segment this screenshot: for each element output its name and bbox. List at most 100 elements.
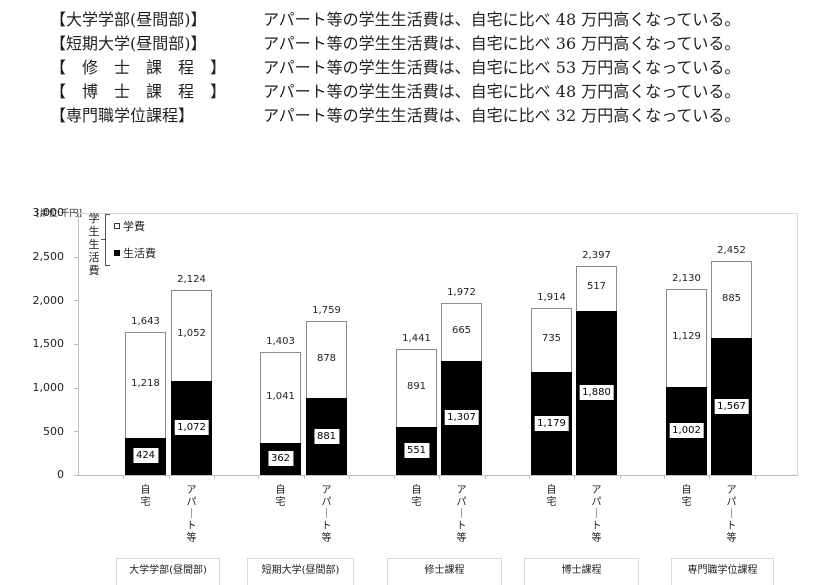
x-category-char: 宅 bbox=[546, 497, 557, 508]
bar-tuition-label: 665 bbox=[451, 324, 472, 336]
legend-item-living: 生活費 bbox=[114, 245, 156, 261]
bar-segment-tuition bbox=[396, 349, 437, 427]
x-category-label: 自宅 bbox=[546, 485, 558, 509]
y-tick-label: 1,500 bbox=[32, 337, 65, 350]
x-category-char: ト bbox=[456, 521, 467, 532]
x-tick bbox=[304, 475, 305, 479]
legend-group-title: 学 生 生 活 費 bbox=[88, 212, 100, 277]
x-category-char: ト bbox=[591, 521, 602, 532]
x-category-char: ｜ bbox=[186, 509, 197, 520]
y-tick bbox=[74, 475, 78, 476]
bar-tuition-label: 878 bbox=[316, 352, 337, 364]
x-category-char: ｜ bbox=[726, 509, 737, 520]
bar-segment-tuition bbox=[441, 302, 482, 361]
group-label-box: 修士課程 bbox=[387, 558, 502, 585]
summary-label: 【 博 士 課 程 】 bbox=[50, 82, 227, 101]
x-axis bbox=[78, 475, 798, 476]
x-category-char: ア bbox=[726, 485, 737, 496]
bar-tuition-label: 1,218 bbox=[131, 377, 160, 389]
x-category-label: アパ｜ト等 bbox=[726, 485, 738, 545]
bar-total-label: 1,643 bbox=[131, 315, 160, 327]
summary-label: 【短期大学(昼間部)】 bbox=[50, 34, 207, 53]
summary-text: アパート等の学生生活費は、自宅に比べ 53 万円高くなっている。 bbox=[263, 58, 741, 77]
bar-total-label: 1,914 bbox=[537, 291, 566, 303]
white-square-icon bbox=[114, 223, 120, 229]
y-tick-label: 3,000 bbox=[32, 206, 65, 219]
x-tick bbox=[349, 475, 350, 479]
y-tick-label: 1,000 bbox=[32, 381, 65, 394]
x-category-char: 等 bbox=[456, 533, 467, 544]
y-tick bbox=[74, 388, 78, 389]
bar-living-label: 424 bbox=[132, 448, 159, 464]
x-tick bbox=[529, 475, 530, 479]
x-category-char: ｜ bbox=[591, 509, 602, 520]
legend-title-char: 活 bbox=[88, 251, 100, 264]
black-square-icon bbox=[114, 250, 120, 256]
x-category-char: ア bbox=[186, 485, 197, 496]
legend-brace bbox=[105, 214, 110, 266]
x-tick bbox=[439, 475, 440, 479]
y-tick-label: 500 bbox=[43, 425, 64, 438]
bar-living-label: 362 bbox=[267, 451, 294, 467]
bar-living-label: 881 bbox=[313, 428, 340, 444]
x-category-label: 自宅 bbox=[411, 485, 423, 509]
bar-living-label: 1,567 bbox=[714, 398, 749, 414]
bar-total-label: 1,441 bbox=[402, 333, 431, 345]
x-category-char: 宅 bbox=[275, 497, 286, 508]
bar-living-label: 1,072 bbox=[174, 420, 209, 436]
summary-text: アパート等の学生生活費は、自宅に比べ 32 万円高くなっている。 bbox=[263, 106, 741, 125]
x-category-char: パ bbox=[321, 497, 332, 508]
bar-living-label: 551 bbox=[403, 442, 430, 458]
y-tick bbox=[74, 213, 78, 214]
unit-label: [単位:千円] bbox=[36, 209, 83, 219]
y-tick bbox=[74, 431, 78, 432]
legend-title-char: 学 bbox=[88, 212, 100, 225]
x-tick bbox=[664, 475, 665, 479]
bar-segment-tuition bbox=[125, 331, 166, 438]
x-category-char: ア bbox=[321, 485, 332, 496]
legend-title-char: 生 bbox=[88, 238, 100, 251]
x-category-char: パ bbox=[456, 497, 467, 508]
bar-tuition-label: 1,129 bbox=[672, 331, 701, 343]
bar-total-label: 1,972 bbox=[447, 286, 476, 298]
group-label-box: 博士課程 bbox=[524, 558, 639, 585]
x-category-char: パ bbox=[186, 497, 197, 508]
bar-segment-tuition bbox=[711, 260, 752, 339]
bar-segment-tuition bbox=[306, 321, 347, 399]
legend-brace-point bbox=[101, 239, 105, 240]
y-tick-label: 2,500 bbox=[32, 250, 65, 263]
x-category-label: 自宅 bbox=[275, 485, 287, 509]
bar-tuition-label: 735 bbox=[541, 332, 562, 344]
x-category-char: ｜ bbox=[456, 509, 467, 520]
x-category-label: アパ｜ト等 bbox=[456, 485, 468, 545]
x-category-char: ア bbox=[456, 485, 467, 496]
x-category-char: ト bbox=[726, 521, 737, 532]
x-tick bbox=[755, 475, 756, 479]
x-category-char: ア bbox=[591, 485, 602, 496]
bar-living-label: 1,002 bbox=[669, 423, 704, 439]
x-category-char: ト bbox=[321, 521, 332, 532]
bar-tuition-label: 885 bbox=[721, 292, 742, 304]
x-tick bbox=[169, 475, 170, 479]
x-category-char: 宅 bbox=[411, 497, 422, 508]
bar-total-label: 2,397 bbox=[582, 249, 611, 261]
summary-label: 【専門職学位課程】 bbox=[50, 106, 195, 125]
bar-tuition-label: 891 bbox=[406, 380, 427, 392]
x-category-char: 等 bbox=[186, 533, 197, 544]
group-label-box: 短期大学(昼間部) bbox=[247, 558, 354, 585]
plot-area bbox=[78, 213, 798, 475]
y-tick bbox=[74, 300, 78, 301]
bar-segment-tuition bbox=[531, 307, 572, 373]
x-category-char: 宅 bbox=[681, 497, 692, 508]
summary-text: アパート等の学生生活費は、自宅に比べ 48 万円高くなっている。 bbox=[263, 10, 741, 29]
x-tick bbox=[123, 475, 124, 479]
summary-text: アパート等の学生生活費は、自宅に比べ 48 万円高くなっている。 bbox=[263, 82, 741, 101]
x-tick bbox=[214, 475, 215, 479]
x-category-label: 自宅 bbox=[681, 485, 693, 509]
bar-tuition-label: 1,052 bbox=[177, 328, 206, 340]
x-category-char: パ bbox=[726, 497, 737, 508]
legend-title-char: 生 bbox=[88, 225, 100, 238]
x-tick bbox=[574, 475, 575, 479]
x-category-char: 自 bbox=[140, 485, 151, 496]
